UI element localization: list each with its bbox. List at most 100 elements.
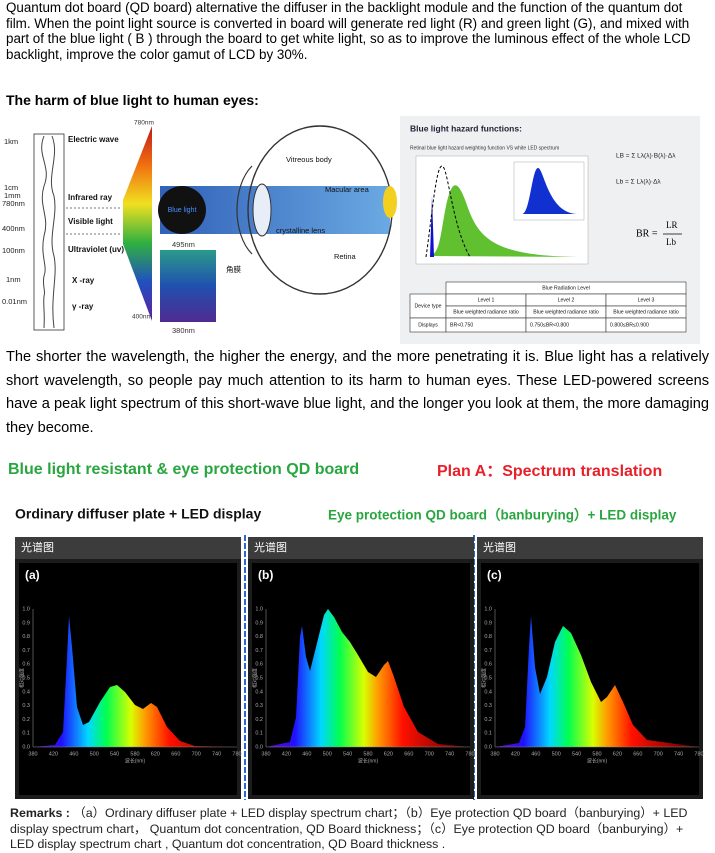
scale-label: 780nm [2, 199, 25, 208]
nm-label: 380nm [172, 326, 195, 335]
y-tick-label: 0.1 [484, 731, 492, 737]
wave-line [50, 135, 56, 329]
panel-label: (a) [25, 568, 40, 582]
y-tick-label: 0.8 [484, 634, 492, 640]
spectrum-curve [33, 616, 237, 747]
x-tick-label: 500 [552, 751, 561, 757]
figure-subtitle: Eye protection QD board（banburying）+ LED… [328, 508, 677, 523]
figure-title: Blue light resistant & eye protection QD… [8, 461, 359, 478]
x-axis-label: 波长(nm) [125, 757, 146, 764]
remarks-label: Remarks : [10, 806, 70, 820]
y-tick-label: 0.6 [484, 662, 492, 668]
scale-label: 400nm [2, 224, 25, 233]
eye-label: 角膜 [226, 264, 241, 274]
wave-label: X -ray [72, 276, 95, 285]
y-tick-label: 0.0 [255, 744, 263, 750]
table-cell-text: Blue weighted radiance ratio [453, 309, 519, 315]
x-tick-label: 460 [69, 751, 78, 757]
x-tick-label: 780 [465, 751, 474, 757]
panel-header-text: 光谱图 [254, 540, 287, 554]
x-tick-label: 700 [654, 751, 663, 757]
scale-label: 1nm [6, 275, 21, 284]
ratio-num: LR [666, 220, 678, 230]
x-tick-label: 580 [363, 751, 372, 757]
x-tick-label: 500 [323, 751, 332, 757]
scale-label: 0.01nm [2, 297, 27, 306]
led-spectrum [428, 185, 580, 257]
y-tick-label: 0.2 [22, 717, 30, 723]
y-tick-label: 0.4 [484, 689, 492, 695]
y-tick-label: 0.1 [22, 731, 30, 737]
x-tick-label: 740 [445, 751, 454, 757]
lens [252, 183, 272, 237]
panel-header [248, 537, 474, 559]
radiation-table: Blue Radiation Level Device type Level 1… [409, 281, 687, 333]
y-tick-label: 1.0 [22, 606, 30, 612]
y-tick-label: 0.4 [22, 689, 30, 695]
y-tick-label: 0.5 [484, 675, 492, 681]
figure-title: Plan A：Spectrum translation [437, 463, 662, 480]
remarks-text: （a）Ordinary diffuser plate + LED display… [10, 806, 688, 851]
table-cell [605, 317, 687, 333]
spectrum-curve [266, 609, 470, 747]
wave-label: γ -ray [72, 302, 94, 311]
x-tick-label: 380 [28, 751, 37, 757]
hazard-subtitle: Retinal blue light hazard weighting func… [410, 145, 559, 151]
eye-label: crystalline lens [276, 226, 325, 235]
figure-subtitle: Ordinary diffuser plate + LED display [15, 506, 261, 522]
wave-column [33, 133, 65, 331]
spectrum-curve [495, 616, 699, 747]
y-tick-label: 0.9 [484, 620, 492, 626]
blue-light-dot [158, 186, 206, 234]
y-tick-label: 0.5 [22, 675, 30, 681]
remarks: Remarks : （a）Ordinary diffuser plate + L… [10, 806, 708, 853]
y-tick-label: 0.9 [255, 620, 263, 626]
y-tick-label: 0.1 [255, 731, 263, 737]
body-paragraph: The shorter the wavelength, the higher t… [6, 349, 709, 436]
wave-line [41, 135, 47, 329]
inset-curve [522, 168, 578, 214]
y-tick-label: 0.3 [22, 703, 30, 709]
table-header: Level 1 [478, 297, 495, 303]
table-cell-text: 0.750≤BR<0.800 [530, 322, 569, 328]
y-tick-label: 0.7 [22, 648, 30, 654]
y-tick-label: 0.6 [255, 662, 263, 668]
blue-band [160, 250, 216, 322]
wave-label: Infrared ray [68, 193, 113, 202]
hazard-title: Blue light hazard functions: [410, 123, 522, 133]
x-tick-label: 620 [613, 751, 622, 757]
y-tick-label: 0.6 [22, 662, 30, 668]
plot-area [19, 563, 237, 795]
ratio-lhs: BR = [636, 228, 658, 239]
x-tick-label: 420 [511, 751, 520, 757]
x-tick-label: 540 [572, 751, 581, 757]
cornea [236, 165, 253, 255]
nm-label: 400nm [132, 314, 152, 321]
x-tick-label: 540 [343, 751, 352, 757]
table-header: Level 2 [558, 297, 575, 303]
macula [383, 186, 397, 218]
x-tick-label: 460 [531, 751, 540, 757]
y-axis-label: 相对强度 [18, 668, 25, 688]
table-cell-text: 0.800≤BR≤0.900 [610, 322, 649, 328]
eye-label: Retina [334, 252, 357, 261]
x-tick-label: 660 [633, 751, 642, 757]
panel-header [477, 537, 703, 559]
table-title: Blue Radiation Level [542, 285, 590, 291]
x-tick-label: 420 [282, 751, 291, 757]
x-axis-label: 波长(nm) [358, 757, 379, 764]
y-tick-label: 0.4 [255, 689, 263, 695]
figure-blue-light: 1km 1cm 1mm 780nm 400nm 100nm 1nm 0.01nm… [2, 116, 700, 344]
scale-label: 100nm [2, 246, 25, 255]
visible-spectrum [123, 126, 152, 321]
x-tick-label: 700 [192, 751, 201, 757]
y-axis-label: 相对强度 [251, 668, 258, 688]
x-tick-label: 740 [212, 751, 221, 757]
wave-label: Electric wave [68, 135, 119, 144]
table-cell-text: Blue weighted radiance ratio [533, 309, 599, 315]
x-tick-label: 420 [49, 751, 58, 757]
eye-label: Vitreous body [286, 155, 332, 164]
wave-label: Ultraviolet (uv) [68, 245, 124, 254]
y-tick-label: 0.9 [22, 620, 30, 626]
panel-header [15, 537, 241, 559]
